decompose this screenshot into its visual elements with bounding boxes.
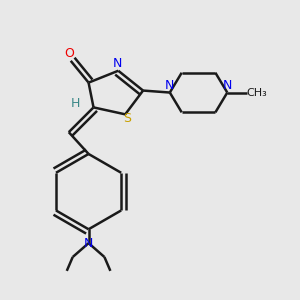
Text: N: N [165,79,175,92]
Text: N: N [112,57,122,70]
Text: N: N [84,237,93,250]
Text: S: S [123,112,131,125]
Text: CH₃: CH₃ [247,88,267,98]
Text: N: N [223,79,232,92]
Text: H: H [71,97,80,110]
Text: O: O [64,47,74,60]
